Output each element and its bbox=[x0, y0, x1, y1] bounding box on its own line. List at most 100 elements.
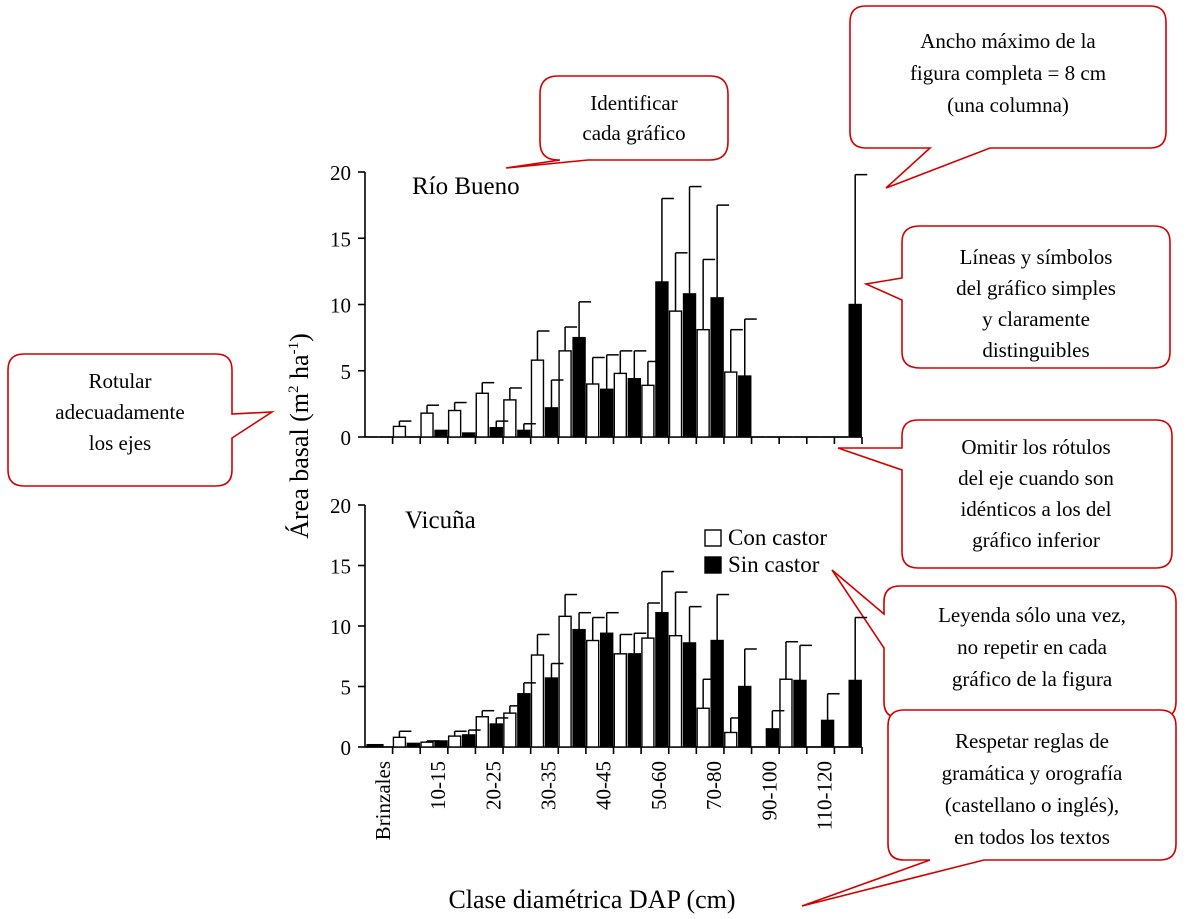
callout-grammar-line-3: (castellano o inglés), bbox=[945, 793, 1119, 817]
callout-axes-line-3: los ejes bbox=[89, 431, 151, 455]
bar-rio-bueno-sin-castor-10 bbox=[655, 281, 669, 438]
callout-width-line-3: (una columna) bbox=[947, 93, 1069, 117]
bar-rio-bueno-con-castor-12 bbox=[696, 328, 710, 438]
y-axis-title-end: ) bbox=[285, 333, 314, 342]
callout-omit-line-1: Omitir los rótulos bbox=[961, 435, 1110, 459]
bar-vicuna-sin-castor-3 bbox=[461, 734, 476, 748]
y-tick-label-rio-bueno-3: 15 bbox=[330, 227, 351, 251]
bar-rio-bueno-con-castor-4 bbox=[475, 392, 489, 438]
y-tick-label-rio-bueno-1: 5 bbox=[341, 360, 352, 384]
x-tick-label-4: 40-45 bbox=[592, 761, 616, 810]
y-tick-label-rio-bueno-0: 0 bbox=[341, 426, 352, 450]
x-tick-label-6: 70-80 bbox=[702, 761, 726, 810]
bar-vicuna-con-castor-12 bbox=[696, 707, 710, 748]
bar-vicuna-sin-castor-7 bbox=[572, 628, 586, 748]
x-tick-label-8: 110-120 bbox=[813, 761, 837, 830]
callout-width: Ancho máximo de la figura completa = 8 c… bbox=[849, 5, 1167, 189]
bar-rio-bueno-con-castor-2 bbox=[420, 412, 434, 438]
y-axis-title-main: Área basal (m bbox=[285, 393, 314, 539]
bar-vicuna-sin-castor-12 bbox=[710, 639, 724, 748]
bar-rio-bueno-con-castor-9 bbox=[613, 372, 628, 438]
y-tick-label-vicuna-1: 5 bbox=[341, 676, 352, 700]
bar-vicuna-sin-castor-11 bbox=[682, 642, 697, 748]
y-tick-label-vicuna-4: 20 bbox=[330, 494, 351, 518]
callout-grammar-line-4: en todos los textos bbox=[954, 825, 1110, 849]
bar-vicuna-sin-castor-16 bbox=[820, 719, 835, 748]
bar-rio-bueno-sin-castor-7 bbox=[572, 336, 586, 438]
x-tick-label-2: 20-25 bbox=[481, 761, 505, 810]
x-tick-label-5: 50-60 bbox=[647, 761, 671, 810]
callout-lines-line-1: Líneas y símbolos bbox=[960, 245, 1113, 269]
bar-rio-bueno-con-castor-5 bbox=[503, 399, 517, 438]
bar-rio-bueno-con-castor-6 bbox=[530, 359, 545, 438]
bar-vicuna-sin-castor-10 bbox=[655, 611, 669, 748]
panel-title-rio-bueno: Río Bueno bbox=[412, 173, 520, 200]
callouts: Identificar cada gráfico Ancho máximo de… bbox=[7, 5, 1177, 907]
callout-lines: Líneas y símbolos del gráfico simples y … bbox=[863, 225, 1171, 369]
x-axis-title: Clase diamétrica DAP (cm) bbox=[448, 885, 735, 914]
bar-vicuna-sin-castor-6 bbox=[544, 677, 559, 748]
bar-vicuna-sin-castor-5 bbox=[517, 693, 531, 748]
bar-vicuna-sin-castor-4 bbox=[489, 723, 503, 748]
callout-omit-line-4: gráfico inferior bbox=[972, 528, 1100, 552]
bar-vicuna-con-castor-13 bbox=[724, 731, 738, 748]
callout-identify-line-1: Identificar bbox=[590, 91, 677, 115]
bar-rio-bueno-con-castor-8 bbox=[585, 383, 600, 438]
y-axis-title-sup1: 2 bbox=[286, 385, 302, 393]
y-tick-label-vicuna-2: 10 bbox=[330, 615, 351, 639]
bar-vicuna-con-castor-10 bbox=[641, 637, 655, 748]
bar-vicuna-con-castor-4 bbox=[475, 716, 489, 748]
y-tick-label-rio-bueno-2: 10 bbox=[330, 294, 351, 318]
callout-width-line-1: Ancho máximo de la bbox=[920, 29, 1096, 53]
bar-rio-bueno-con-castor-10 bbox=[641, 384, 655, 438]
bar-rio-bueno-con-castor-13 bbox=[724, 371, 738, 438]
bar-rio-bueno-sin-castor-2 bbox=[434, 429, 448, 438]
x-tick-label-0: Brinzales bbox=[371, 761, 395, 840]
bar-rio-bueno-sin-castor-6 bbox=[544, 407, 559, 438]
bar-vicuna-sin-castor-9 bbox=[627, 653, 642, 748]
callout-omit-line-3: idénticos a los del bbox=[960, 497, 1111, 521]
bar-rio-bueno-sin-castor-13 bbox=[738, 375, 752, 438]
bar-vicuna-con-castor-8 bbox=[585, 639, 600, 748]
bar-rio-bueno-sin-castor-4 bbox=[489, 427, 503, 438]
callout-legend-line-3: gráfico de la figura bbox=[952, 667, 1113, 691]
bar-vicuna-con-castor-1 bbox=[392, 736, 407, 748]
bar-rio-bueno-sin-castor-11 bbox=[682, 293, 697, 438]
bar-rio-bueno-sin-castor-9 bbox=[627, 378, 642, 438]
bar-rio-bueno-con-castor-1 bbox=[392, 425, 407, 438]
bar-rio-bueno-sin-castor-3 bbox=[461, 432, 476, 438]
callout-axes: Rotular adecuadamente los ejes bbox=[7, 353, 275, 487]
y-axis-title-mid: ha bbox=[285, 354, 314, 386]
bar-rio-bueno-sin-castor-12 bbox=[710, 297, 724, 438]
x-tick-label-1: 10-15 bbox=[426, 761, 450, 810]
y-axis-title-sup2: -1 bbox=[286, 342, 302, 355]
callout-identify-line-2: cada gráfico bbox=[582, 121, 685, 145]
callout-omit: Omitir los rótulos del eje cuando son id… bbox=[837, 419, 1173, 569]
bar-rio-bueno-con-castor-7 bbox=[558, 350, 572, 438]
legend-swatch-sin-castor bbox=[704, 556, 722, 574]
plot-layer: 0 5 10 15 20 0 5 10 15 20 Brinzales 10-15 20-25 30-35… bbox=[330, 161, 868, 840]
callout-grammar: Respetar reglas de gramática y orografía… bbox=[801, 709, 1177, 907]
legend: Con castor Sin castor bbox=[704, 525, 827, 577]
y-tick-label-rio-bueno-4: 20 bbox=[330, 161, 351, 185]
callout-axes-line-2: adecuadamente bbox=[55, 400, 184, 424]
bar-vicuna-sin-castor-8 bbox=[599, 632, 614, 748]
callout-identify: Identificar cada gráfico bbox=[505, 75, 729, 169]
callout-width-line-2: figura completa = 8 cm bbox=[910, 61, 1106, 85]
callout-grammar-line-2: gramática y orografía bbox=[942, 761, 1123, 785]
bar-vicuna-sin-castor-2 bbox=[434, 740, 448, 748]
bar-rio-bueno-con-castor-11 bbox=[668, 310, 683, 438]
y-tick-label-vicuna-3: 15 bbox=[330, 555, 351, 579]
callout-axes-line-1: Rotular bbox=[89, 369, 152, 393]
y-tick-label-vicuna-0: 0 bbox=[341, 736, 352, 760]
callout-lines-line-2: del gráfico simples bbox=[956, 276, 1116, 300]
callout-legend-line-2: no repetir en cada bbox=[957, 635, 1108, 659]
bar-vicuna-con-castor-2 bbox=[420, 741, 434, 748]
bar-vicuna-sin-castor-17 bbox=[848, 679, 862, 748]
bar-vicuna-sin-castor-15 bbox=[793, 679, 807, 748]
bar-vicuna-con-castor-11 bbox=[668, 634, 683, 748]
x-tick-label-3: 30-35 bbox=[536, 761, 560, 810]
bar-rio-bueno-sin-castor-17 bbox=[848, 303, 862, 438]
callout-lines-line-4: distinguibles bbox=[982, 338, 1089, 362]
